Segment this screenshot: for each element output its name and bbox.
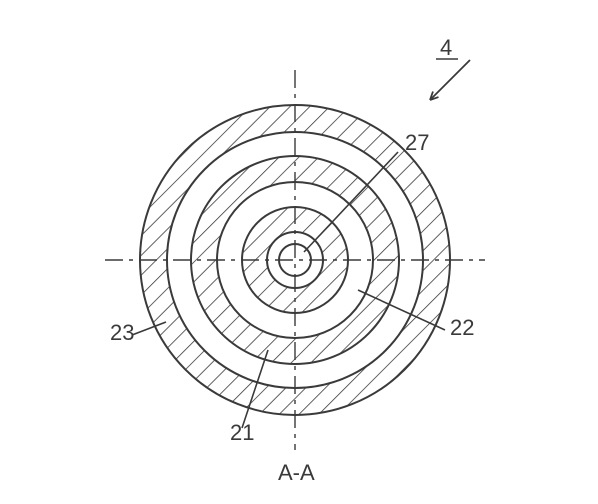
label-27: 27: [405, 130, 429, 155]
label-23: 23: [110, 320, 134, 345]
cross-section-figure: 4 27 22 23 21 A-A: [0, 0, 598, 504]
label-figure-ref: 4: [440, 35, 452, 60]
label-section: A-A: [278, 460, 315, 485]
label-21: 21: [230, 420, 254, 445]
label-22: 22: [450, 315, 474, 340]
figure-ref-arrow: [430, 60, 470, 100]
